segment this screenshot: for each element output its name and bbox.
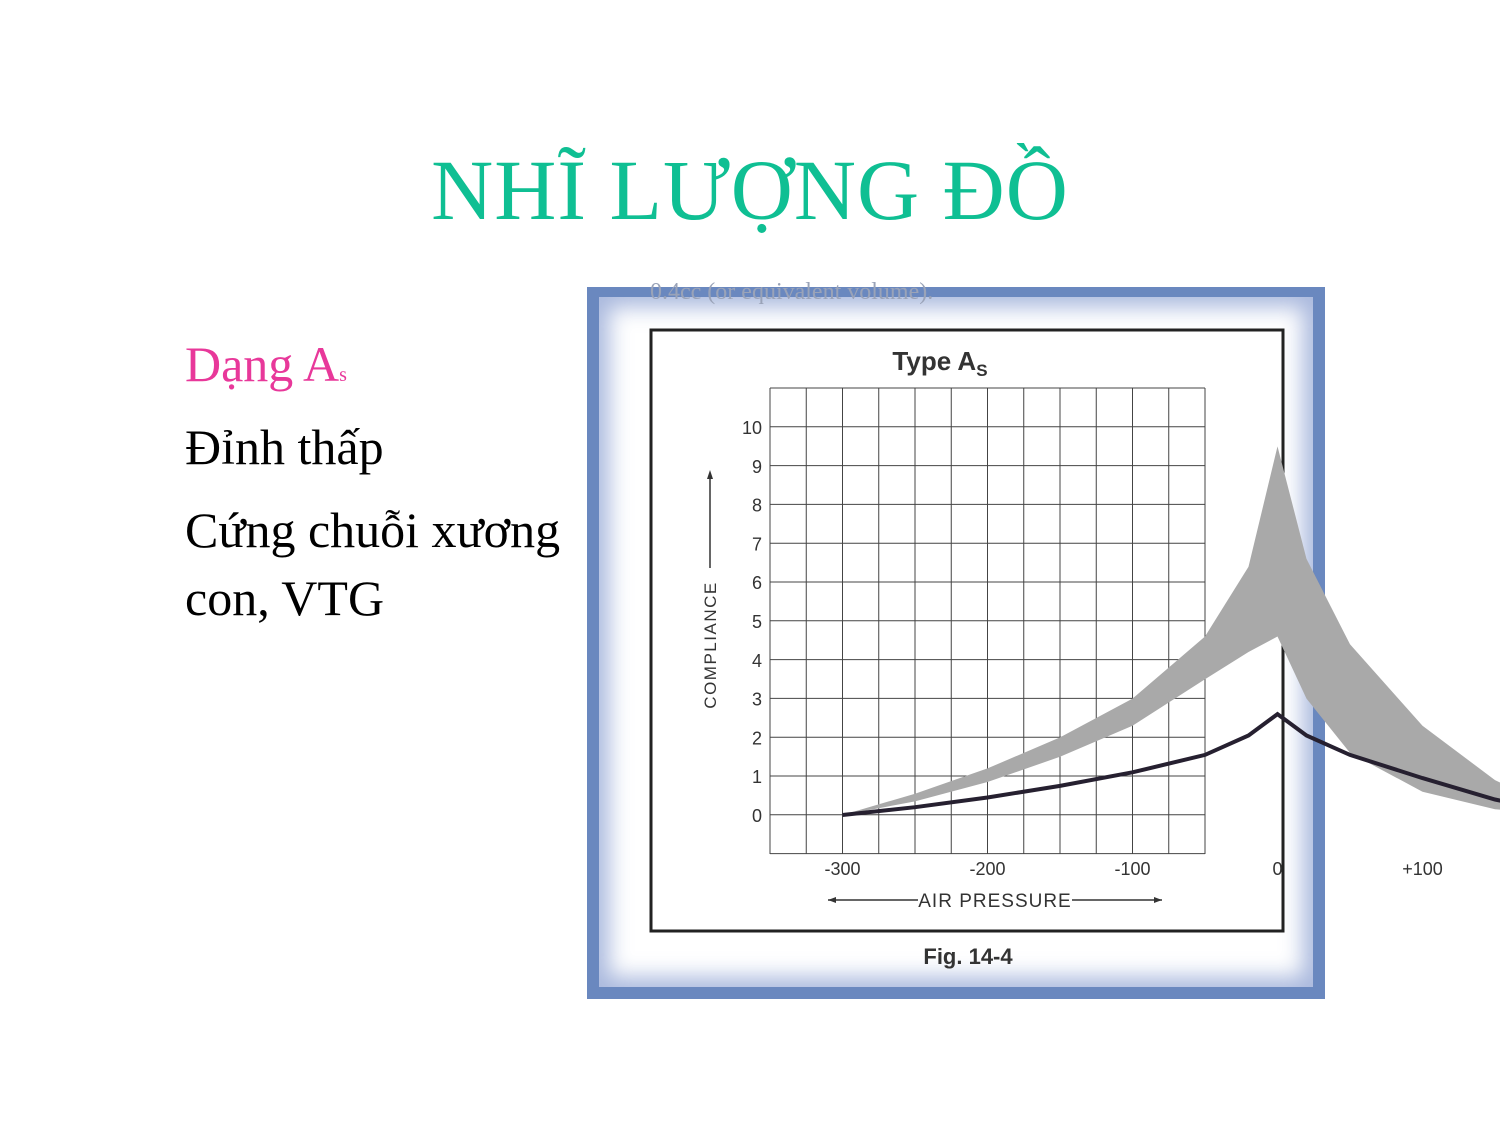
y-tick-label: 10: [742, 418, 762, 438]
y-tick-label: 3: [752, 690, 762, 710]
y-axis-label: COMPLIANCE: [701, 581, 720, 708]
type-as-curve: [842, 711, 1500, 817]
y-tick-label: 7: [752, 534, 762, 554]
y-tick-label: 1: [752, 767, 762, 787]
x-tick-label: -200: [969, 859, 1005, 879]
chart-border: [649, 328, 1285, 933]
cropped-caption-text: 0.4cc (or equivalent volume).: [650, 279, 934, 305]
slide-title: NHĨ LƯỢNG ĐỒ: [431, 142, 1069, 238]
x-tick-label: 0: [1272, 859, 1282, 879]
x-axis-label-group: AIR PRESSURE: [828, 891, 1162, 912]
y-tick-label: 4: [752, 651, 762, 671]
bullet-low-peak: Đỉnh thấp: [185, 418, 384, 475]
y-tick-label: 0: [752, 806, 762, 826]
x-axis-label: AIR PRESSURE: [918, 891, 1071, 912]
y-tick-labels: 0 1 2 3 4 5 6 7 8 9 10: [742, 418, 762, 826]
y-tick-label: 9: [752, 457, 762, 477]
y-tick-label: 8: [752, 496, 762, 516]
normal-range-band: [842, 446, 1500, 815]
x-tick-label: -300: [824, 859, 860, 879]
y-tick-label: 6: [752, 573, 762, 593]
chart-grid: [769, 387, 1206, 855]
x-tick-label: -100: [1114, 859, 1150, 879]
y-axis-label-group: COMPLIANCE: [701, 470, 720, 709]
y-tick-label: 2: [752, 728, 762, 748]
bullet-type-label: Dạng As: [185, 336, 347, 392]
figure-caption: Fig. 14-4: [923, 944, 1013, 969]
chart-title: Type AS: [892, 346, 987, 380]
bullet-ossicle-stiffness: Cứng chuỗi xương con, VTG: [185, 502, 561, 626]
x-tick-label: +100: [1402, 859, 1443, 879]
bullet-list: Dạng As Đỉnh thấp Cứng chuỗi xương con, …: [185, 338, 565, 662]
y-tick-label: 5: [752, 612, 762, 632]
